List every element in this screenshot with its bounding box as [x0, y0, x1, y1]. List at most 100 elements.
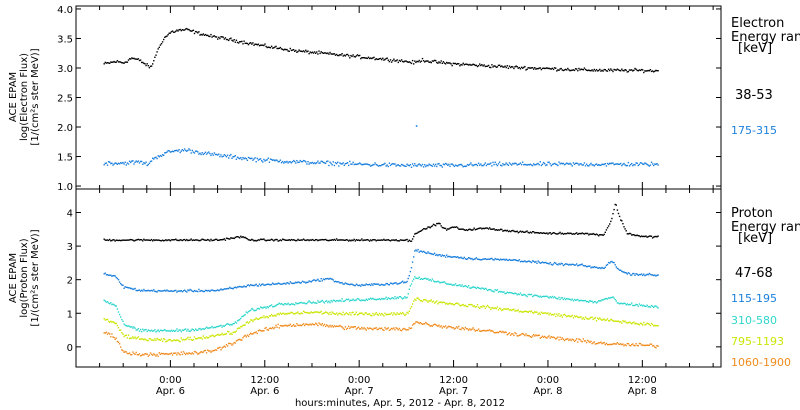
data-point [516, 66, 518, 68]
data-point [221, 326, 223, 328]
data-point [301, 324, 304, 326]
data-point [251, 43, 253, 45]
data-point [451, 163, 453, 165]
data-point [598, 318, 600, 320]
data-point [132, 288, 134, 291]
data-point [107, 62, 110, 64]
data-point [367, 328, 370, 330]
data-point [573, 340, 576, 342]
data-point [587, 265, 589, 268]
data-point [426, 300, 428, 302]
data-point [189, 149, 191, 151]
data-point [546, 262, 548, 264]
data-point [609, 223, 611, 225]
data-point [637, 235, 639, 237]
data-point [186, 150, 188, 152]
data-point [161, 41, 164, 43]
data-point [196, 352, 198, 354]
data-point [138, 239, 141, 241]
data-point [392, 163, 394, 165]
data-point [471, 64, 473, 66]
data-point [484, 162, 486, 164]
data-point [495, 331, 497, 334]
data-point [363, 313, 365, 316]
data-point [647, 69, 649, 72]
data-point [254, 309, 256, 312]
data-point [393, 327, 395, 329]
data-point [530, 336, 533, 338]
data-point [321, 52, 323, 54]
data-point [297, 311, 299, 313]
data-point [277, 323, 279, 326]
data-point [522, 67, 524, 69]
data-point [545, 312, 547, 314]
data-point [371, 298, 373, 300]
data-point [443, 281, 446, 283]
data-point [342, 311, 344, 313]
data-point [537, 295, 539, 297]
data-point [425, 321, 427, 324]
data-point [208, 327, 210, 329]
data-point [191, 328, 193, 330]
data-point [242, 315, 244, 317]
data-point [223, 238, 225, 240]
data-point [535, 260, 537, 263]
data-point [573, 264, 576, 266]
data-point [346, 283, 349, 285]
data-point [268, 315, 271, 317]
data-point [232, 288, 234, 290]
data-point [526, 311, 528, 313]
data-point [408, 61, 410, 63]
data-point [105, 331, 108, 333]
data-point [633, 344, 635, 347]
data-point [225, 288, 228, 290]
data-point [379, 298, 382, 301]
data-point [618, 163, 621, 165]
data-point [126, 325, 129, 327]
data-point [414, 322, 416, 325]
data-point [506, 308, 508, 310]
data-point [560, 233, 562, 235]
data-point [590, 267, 592, 269]
data-point [169, 32, 171, 34]
data-point [570, 69, 572, 72]
data-point [301, 160, 304, 163]
data-point [266, 159, 268, 161]
data-point [513, 293, 515, 295]
data-point [655, 305, 657, 307]
data-point [211, 350, 213, 352]
data-point [489, 306, 491, 309]
data-point [539, 295, 541, 297]
data-point [383, 284, 385, 286]
data-point [533, 68, 535, 70]
series-38-53 [103, 27, 659, 74]
data-point [164, 338, 166, 341]
data-point [153, 330, 155, 332]
data-point [300, 312, 302, 314]
data-point [527, 67, 529, 69]
data-point [583, 162, 586, 164]
data-point [616, 68, 619, 70]
data-point [374, 162, 376, 164]
data-point [454, 256, 457, 258]
data-point [228, 39, 230, 42]
data-point [328, 164, 330, 167]
data-point [477, 227, 480, 230]
data-point [615, 266, 617, 268]
data-point [606, 318, 609, 320]
data-point [598, 69, 600, 72]
data-point [371, 283, 373, 285]
data-point [563, 232, 566, 235]
data-point [553, 337, 556, 339]
data-point [519, 230, 522, 232]
data-point [344, 299, 347, 302]
data-point [615, 204, 617, 206]
data-point [483, 163, 485, 166]
data-point [349, 312, 351, 314]
data-point [229, 238, 231, 240]
data-point [507, 333, 510, 335]
data-point [253, 284, 255, 287]
data-point [201, 238, 203, 240]
data-point [431, 60, 434, 62]
